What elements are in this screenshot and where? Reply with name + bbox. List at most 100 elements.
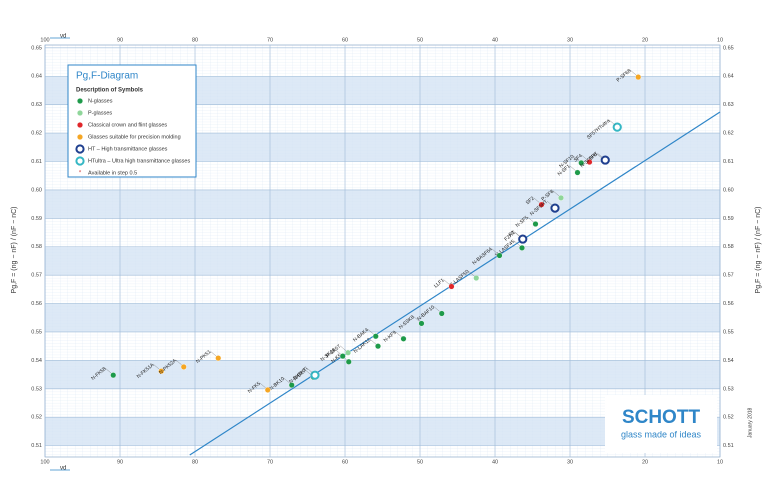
leader-line: [552, 190, 560, 196]
leader-line: [339, 345, 347, 351]
x-tick-label: 90: [117, 459, 123, 465]
leader-line: [105, 368, 112, 374]
point: [264, 386, 271, 393]
leader-line: [443, 279, 450, 285]
legend-label: Classical crown and flint glasses: [88, 122, 167, 128]
legend-note: Available in step 0.5: [88, 170, 137, 176]
y-tick-label: 0.60: [723, 187, 734, 193]
y-tick-label: 0.55: [31, 329, 42, 335]
leader-line: [491, 248, 498, 254]
leader-line: [153, 364, 160, 370]
point: [180, 363, 187, 370]
y-tick-label: 0.63: [31, 102, 42, 108]
x-tick-label: 60: [342, 459, 348, 465]
leader-line: [367, 329, 374, 335]
point: [75, 144, 85, 154]
legend-label: N-glasses: [88, 98, 113, 104]
point: [75, 156, 85, 166]
x-tick-label: 90: [117, 37, 123, 43]
point-label: SF2: [525, 195, 536, 206]
point: [288, 382, 295, 389]
leader-line: [413, 316, 420, 322]
point: [496, 252, 503, 259]
leader-line: [210, 351, 217, 357]
y-tick-label: 0.57: [723, 273, 734, 279]
point: [339, 353, 346, 360]
y-tick-label: 0.56: [723, 301, 734, 307]
x-tick-label: 80: [192, 459, 198, 465]
legend-star: *: [79, 171, 82, 177]
legend-box: [67, 64, 197, 178]
point: [418, 320, 425, 327]
logo: SCHOTT: [622, 407, 701, 428]
point: [600, 155, 610, 165]
leader-line: [175, 359, 182, 366]
y-tick-label: 0.53: [31, 386, 42, 392]
point: [518, 234, 528, 244]
y-tick-label: 0.53: [723, 386, 734, 392]
leader-line: [609, 120, 616, 126]
point-label: F2: [508, 230, 516, 238]
y-tick-label: 0.64: [723, 74, 734, 80]
leader-line: [283, 377, 290, 384]
y-tick-label: 0.51: [723, 443, 734, 449]
x-tick-label: 70: [267, 459, 273, 465]
leader-line: [630, 69, 637, 76]
y-tick-label: 0.52: [31, 415, 42, 421]
point: [400, 335, 407, 342]
point: [519, 244, 526, 251]
leader-line: [259, 382, 266, 389]
point: [586, 159, 593, 166]
point: [310, 370, 320, 380]
x-tick-label: 50: [417, 37, 423, 43]
point: [538, 201, 545, 208]
point: [448, 283, 455, 290]
logo-tagline: glass made of ideas: [621, 429, 702, 439]
y-tick-label: 0.59: [31, 216, 42, 222]
leader-line: [569, 165, 576, 171]
date-note: January 2018: [747, 407, 753, 438]
y-tick-label: 0.58: [31, 244, 42, 250]
y-tick-label: 0.57: [31, 273, 42, 279]
point: [110, 372, 117, 379]
point: [345, 349, 352, 356]
x-tick-label: 30: [567, 459, 573, 465]
y-tick-label: 0.65: [723, 45, 734, 51]
leader-line: [513, 231, 521, 237]
y-tick-label: 0.58: [723, 244, 734, 250]
x-tick-label: 100: [40, 459, 49, 465]
y-tick-label: 0.60: [31, 187, 42, 193]
point: [438, 310, 445, 317]
legend-label: HT – High transmittance glasses: [88, 146, 168, 152]
point: [574, 169, 581, 176]
y-tick-label: 0.54: [31, 358, 42, 364]
point: [550, 203, 560, 213]
point: [76, 133, 83, 140]
y-tick-label: 0.64: [31, 74, 42, 80]
leader-line: [433, 306, 440, 312]
leader-line: [597, 152, 604, 159]
point: [76, 109, 83, 116]
y-tick-label: 0.52: [723, 415, 734, 421]
leader-line: [468, 270, 475, 277]
y-tick-label: 0.62: [723, 131, 734, 137]
point: [215, 355, 222, 362]
x-axis-label-top: νd: [60, 34, 66, 40]
x-tick-label: 10: [717, 459, 723, 465]
leader-line: [581, 154, 588, 161]
x-tick-label: 20: [642, 37, 648, 43]
point: [578, 159, 585, 166]
x-tick-label: 40: [492, 459, 498, 465]
x-tick-label: 50: [417, 459, 423, 465]
y-tick-label: 0.54: [723, 358, 734, 364]
point: [158, 368, 165, 375]
x-axis-label-bottom: νd: [60, 466, 66, 472]
leader-line: [369, 339, 377, 345]
point: [612, 122, 622, 132]
leader-line: [513, 240, 521, 246]
point: [372, 333, 379, 340]
point: [345, 358, 352, 365]
y-axis-label-left: Pg,F = (ng − nF) / (nF − nC): [11, 207, 18, 294]
point: [558, 194, 565, 201]
